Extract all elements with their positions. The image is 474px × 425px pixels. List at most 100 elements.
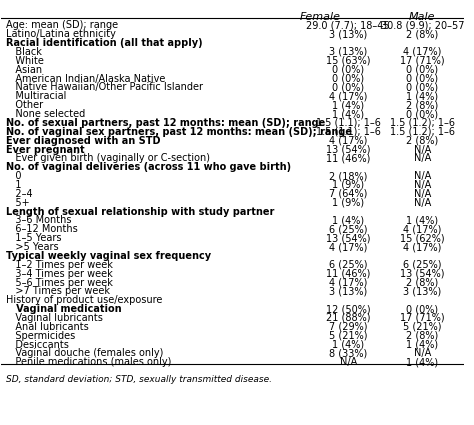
Text: 2 (8%): 2 (8%) bbox=[406, 136, 438, 146]
Text: 1 (9%): 1 (9%) bbox=[332, 198, 365, 208]
Text: 1–5 Years: 1–5 Years bbox=[6, 233, 62, 243]
Text: 17 (71%): 17 (71%) bbox=[400, 56, 445, 66]
Text: 0: 0 bbox=[6, 171, 21, 181]
Text: 15 (62%): 15 (62%) bbox=[400, 233, 445, 243]
Text: SD, standard deviation; STD, sexually transmitted disease.: SD, standard deviation; STD, sexually tr… bbox=[6, 374, 272, 384]
Text: 3–4 Times per week: 3–4 Times per week bbox=[6, 269, 113, 279]
Text: 1 (9%): 1 (9%) bbox=[332, 180, 365, 190]
Text: No. of vaginal deliveries (across 11 who gave birth): No. of vaginal deliveries (across 11 who… bbox=[6, 162, 291, 172]
Text: 0 (0%): 0 (0%) bbox=[332, 82, 365, 93]
Text: 13 (54%): 13 (54%) bbox=[326, 144, 371, 155]
Text: 4 (17%): 4 (17%) bbox=[329, 91, 367, 101]
Text: Multiracial: Multiracial bbox=[6, 91, 66, 101]
Text: 1.5 (1.1); 1–6: 1.5 (1.1); 1–6 bbox=[316, 127, 381, 137]
Text: 1–2 Times per week: 1–2 Times per week bbox=[6, 260, 113, 270]
Text: 1.5 (1.1); 1–6: 1.5 (1.1); 1–6 bbox=[316, 118, 381, 128]
Text: 6 (25%): 6 (25%) bbox=[329, 260, 367, 270]
Text: 3–6 Months: 3–6 Months bbox=[6, 215, 72, 225]
Text: Latino/Latina ethnicity: Latino/Latina ethnicity bbox=[6, 29, 116, 39]
Text: 0 (0%): 0 (0%) bbox=[332, 65, 365, 75]
Text: White: White bbox=[6, 56, 44, 66]
Text: 2 (8%): 2 (8%) bbox=[406, 331, 438, 341]
Text: Female: Female bbox=[300, 12, 341, 22]
Text: 5+: 5+ bbox=[6, 198, 30, 208]
Text: 13 (54%): 13 (54%) bbox=[400, 269, 445, 279]
Text: N/A: N/A bbox=[414, 189, 431, 199]
Text: N/A: N/A bbox=[414, 180, 431, 190]
Text: No. of sexual partners, past 12 months: mean (SD); range: No. of sexual partners, past 12 months: … bbox=[6, 118, 325, 128]
Text: Penile medications (males only): Penile medications (males only) bbox=[6, 357, 172, 367]
Text: 1.5 (1.2); 1–6: 1.5 (1.2); 1–6 bbox=[390, 118, 455, 128]
Text: 1 (4%): 1 (4%) bbox=[406, 340, 438, 350]
Text: 4 (17%): 4 (17%) bbox=[403, 242, 441, 252]
Text: N/A: N/A bbox=[414, 153, 431, 163]
Text: 13 (54%): 13 (54%) bbox=[326, 233, 371, 243]
Text: Vaginal lubricants: Vaginal lubricants bbox=[6, 313, 103, 323]
Text: 4 (17%): 4 (17%) bbox=[403, 224, 441, 234]
Text: 1 (4%): 1 (4%) bbox=[406, 357, 438, 367]
Text: 8 (33%): 8 (33%) bbox=[329, 348, 367, 358]
Text: Typical weekly vaginal sex frequency: Typical weekly vaginal sex frequency bbox=[6, 251, 211, 261]
Text: 0 (0%): 0 (0%) bbox=[406, 109, 438, 119]
Text: 0 (0%): 0 (0%) bbox=[406, 65, 438, 75]
Text: No. of vaginal sex partners, past 12 months: mean (SD); range: No. of vaginal sex partners, past 12 mon… bbox=[6, 127, 352, 137]
Text: >5 Years: >5 Years bbox=[6, 242, 59, 252]
Text: 11 (46%): 11 (46%) bbox=[326, 269, 371, 279]
Text: 4 (17%): 4 (17%) bbox=[329, 278, 367, 288]
Text: 6–12 Months: 6–12 Months bbox=[6, 224, 78, 234]
Text: 3 (13%): 3 (13%) bbox=[329, 286, 367, 296]
Text: >7 Times per week: >7 Times per week bbox=[6, 286, 110, 296]
Text: Ever pregnant: Ever pregnant bbox=[6, 144, 85, 155]
Text: Vaginal douche (females only): Vaginal douche (females only) bbox=[6, 348, 164, 358]
Text: Ever given birth (vaginally or C-section): Ever given birth (vaginally or C-section… bbox=[6, 153, 210, 163]
Text: 1 (4%): 1 (4%) bbox=[406, 91, 438, 101]
Text: 0 (0%): 0 (0%) bbox=[332, 74, 365, 84]
Text: Black: Black bbox=[6, 47, 42, 57]
Text: 4 (17%): 4 (17%) bbox=[403, 47, 441, 57]
Text: 1 (4%): 1 (4%) bbox=[332, 215, 365, 225]
Text: 1 (4%): 1 (4%) bbox=[332, 100, 365, 110]
Text: 3 (13%): 3 (13%) bbox=[403, 286, 441, 296]
Text: History of product use/exposure: History of product use/exposure bbox=[6, 295, 163, 305]
Text: 2–4: 2–4 bbox=[6, 189, 33, 199]
Text: 2 (18%): 2 (18%) bbox=[329, 171, 367, 181]
Text: 0 (0%): 0 (0%) bbox=[406, 82, 438, 93]
Text: 1: 1 bbox=[6, 180, 21, 190]
Text: 7 (64%): 7 (64%) bbox=[329, 189, 367, 199]
Text: 21 (88%): 21 (88%) bbox=[326, 313, 371, 323]
Text: 1.5 (1.2); 1–6: 1.5 (1.2); 1–6 bbox=[390, 127, 455, 137]
Text: Other: Other bbox=[6, 100, 43, 110]
Text: N/A: N/A bbox=[414, 171, 431, 181]
Text: 2 (8%): 2 (8%) bbox=[406, 278, 438, 288]
Text: 6 (25%): 6 (25%) bbox=[329, 224, 367, 234]
Text: 4 (17%): 4 (17%) bbox=[329, 242, 367, 252]
Text: Anal lubricants: Anal lubricants bbox=[6, 322, 89, 332]
Text: Length of sexual relationship with study partner: Length of sexual relationship with study… bbox=[6, 207, 274, 217]
Text: 6 (25%): 6 (25%) bbox=[403, 260, 442, 270]
Text: 30.8 (9.9); 20–57: 30.8 (9.9); 20–57 bbox=[381, 20, 464, 31]
Text: 11 (46%): 11 (46%) bbox=[326, 153, 371, 163]
Text: 1 (4%): 1 (4%) bbox=[332, 109, 365, 119]
Text: Spermicides: Spermicides bbox=[6, 331, 75, 341]
Text: Asian: Asian bbox=[6, 65, 42, 75]
Text: 3 (13%): 3 (13%) bbox=[329, 29, 367, 39]
Text: Desiccants: Desiccants bbox=[6, 340, 69, 350]
Text: None selected: None selected bbox=[6, 109, 85, 119]
Text: 2 (8%): 2 (8%) bbox=[406, 100, 438, 110]
Text: Racial identification (all that apply): Racial identification (all that apply) bbox=[6, 38, 203, 48]
Text: N/A: N/A bbox=[414, 348, 431, 358]
Text: N/A: N/A bbox=[414, 144, 431, 155]
Text: Age: mean (SD); range: Age: mean (SD); range bbox=[6, 20, 118, 31]
Text: 29.0 (7.7); 18–45: 29.0 (7.7); 18–45 bbox=[307, 20, 390, 31]
Text: 1 (4%): 1 (4%) bbox=[332, 340, 365, 350]
Text: Native Hawaiian/Other Pacific Islander: Native Hawaiian/Other Pacific Islander bbox=[6, 82, 203, 93]
Text: 0 (0%): 0 (0%) bbox=[406, 74, 438, 84]
Text: American Indian/Alaska Native: American Indian/Alaska Native bbox=[6, 74, 165, 84]
Text: 5 (21%): 5 (21%) bbox=[329, 331, 367, 341]
Text: 4 (17%): 4 (17%) bbox=[329, 136, 367, 146]
Text: 15 (63%): 15 (63%) bbox=[326, 56, 371, 66]
Text: 3 (13%): 3 (13%) bbox=[329, 47, 367, 57]
Text: 12 (50%): 12 (50%) bbox=[326, 304, 371, 314]
Text: 5–6 Times per week: 5–6 Times per week bbox=[6, 278, 113, 288]
Text: 17 (71%): 17 (71%) bbox=[400, 313, 445, 323]
